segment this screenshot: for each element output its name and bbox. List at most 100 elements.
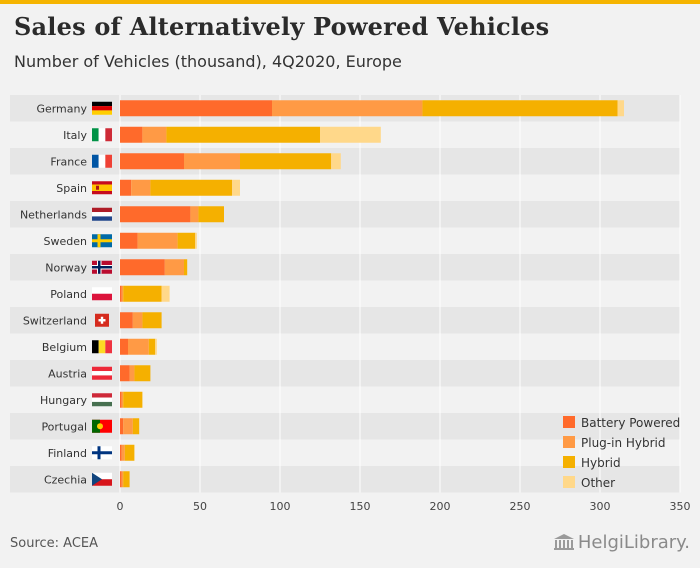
- category-label: Belgium: [42, 341, 87, 354]
- italy-flag: [92, 128, 112, 142]
- bar-france-battery-powered: [120, 153, 184, 170]
- bar-switzerland-hybrid: [142, 312, 162, 329]
- austria-flag: [92, 366, 112, 380]
- bar-netherlands-hybrid: [198, 206, 224, 223]
- x-tick-label: 200: [430, 500, 451, 513]
- bar-sweden-other: [195, 232, 197, 249]
- bar-czechia-plug-in-hybrid: [121, 471, 124, 488]
- bar-portugal-hybrid: [132, 418, 140, 435]
- bar-hungary-hybrid: [123, 391, 143, 408]
- category-label: Finland: [48, 447, 87, 460]
- category-label: Norway: [45, 261, 87, 274]
- spain-flag: [92, 181, 112, 195]
- bar-spain-battery-powered: [120, 179, 132, 196]
- bar-hungary-battery-powered: [120, 391, 122, 408]
- category-label: Spain: [56, 182, 87, 195]
- library-building-icon: [553, 534, 575, 555]
- bar-norway-hybrid: [184, 259, 188, 276]
- legend-label: Plug-in Hybrid: [581, 436, 666, 450]
- bar-belgium-other: [155, 338, 157, 355]
- category-label: Italy: [63, 129, 87, 142]
- legend-swatch: [563, 436, 575, 448]
- bar-italy-battery-powered: [120, 126, 143, 143]
- finland-flag: [92, 446, 112, 460]
- bar-france-other: [331, 153, 341, 170]
- chart-subtitle: Number of Vehicles (thousand), 4Q2020, E…: [14, 52, 402, 71]
- row-stripe: [10, 307, 680, 334]
- legend-swatch: [563, 456, 575, 468]
- x-tick-label: 0: [117, 500, 124, 513]
- france-flag: [92, 154, 112, 168]
- bar-switzerland-battery-powered: [120, 312, 133, 329]
- bar-france-plug-in-hybrid: [184, 153, 240, 170]
- bar-germany-plug-in-hybrid: [272, 100, 423, 117]
- bar-belgium-hybrid: [148, 338, 156, 355]
- category-label: Switzerland: [23, 314, 87, 327]
- legend-label: Hybrid: [581, 456, 621, 470]
- bar-austria-hybrid: [134, 365, 151, 382]
- bar-sweden-plug-in-hybrid: [137, 232, 178, 249]
- poland-flag: [92, 287, 112, 301]
- portugal-flag: [92, 419, 112, 433]
- bar-sweden-hybrid: [177, 232, 196, 249]
- bar-spain-hybrid: [150, 179, 232, 196]
- bar-belgium-battery-powered: [120, 338, 128, 355]
- category-label: Sweden: [44, 235, 87, 248]
- belgium-flag: [92, 340, 112, 354]
- bar-czechia-battery-powered: [120, 471, 122, 488]
- bar-portugal-battery-powered: [120, 418, 124, 435]
- bar-poland-other: [161, 285, 170, 302]
- x-tick-label: 50: [193, 500, 207, 513]
- bar-belgium-plug-in-hybrid: [128, 338, 149, 355]
- source-note: Source: ACEA: [10, 536, 99, 551]
- category-label: Netherlands: [20, 208, 87, 221]
- switzerland-flag: [95, 313, 109, 327]
- x-tick-label: 100: [270, 500, 291, 513]
- category-label: Germany: [36, 102, 87, 115]
- x-tick-label: 300: [590, 500, 611, 513]
- bar-hungary-plug-in-hybrid: [121, 391, 124, 408]
- bar-germany-other: [617, 100, 624, 117]
- bar-germany-battery-powered: [120, 100, 272, 117]
- bar-france-hybrid: [240, 153, 332, 170]
- bar-germany-hybrid: [422, 100, 618, 117]
- bar-netherlands-battery-powered: [120, 206, 191, 223]
- germany-flag: [92, 101, 112, 115]
- x-tick-label: 350: [670, 500, 691, 513]
- legend-swatch: [563, 476, 575, 488]
- bar-austria-battery-powered: [120, 365, 130, 382]
- bar-spain-other: [232, 179, 240, 196]
- bar-poland-battery-powered: [120, 285, 122, 302]
- bar-sweden-battery-powered: [120, 232, 138, 249]
- norway-flag: [92, 260, 112, 274]
- top-accent-bar: [0, 0, 700, 4]
- bar-italy-hybrid: [166, 126, 320, 143]
- category-label: Portugal: [41, 420, 87, 433]
- bar-poland-hybrid: [123, 285, 162, 302]
- czechia-flag: [92, 472, 112, 486]
- bar-spain-plug-in-hybrid: [131, 179, 151, 196]
- x-tick-label: 250: [510, 500, 531, 513]
- bar-switzerland-plug-in-hybrid: [132, 312, 143, 329]
- bar-italy-plug-in-hybrid: [142, 126, 167, 143]
- legend-label: Battery Powered: [581, 416, 680, 430]
- bar-finland-battery-powered: [120, 444, 122, 461]
- legend-swatch: [563, 416, 575, 428]
- bar-czechia-hybrid: [123, 471, 130, 488]
- brand-logo: HelgiLibrary.: [553, 532, 690, 555]
- bar-norway-battery-powered: [120, 259, 165, 276]
- category-label: Poland: [50, 288, 87, 301]
- hungary-flag: [92, 393, 112, 407]
- bar-italy-other: [320, 126, 381, 143]
- netherlands-flag: [92, 207, 112, 221]
- category-label: Hungary: [40, 394, 87, 407]
- category-label: France: [50, 155, 87, 168]
- bar-finland-hybrid: [124, 444, 135, 461]
- bar-poland-plug-in-hybrid: [121, 285, 124, 302]
- bar-netherlands-plug-in-hybrid: [190, 206, 199, 223]
- chart-title: Sales of Alternatively Powered Vehicles: [14, 12, 550, 41]
- x-tick-label: 150: [350, 500, 371, 513]
- bar-finland-plug-in-hybrid: [121, 444, 125, 461]
- category-label: Austria: [48, 367, 87, 380]
